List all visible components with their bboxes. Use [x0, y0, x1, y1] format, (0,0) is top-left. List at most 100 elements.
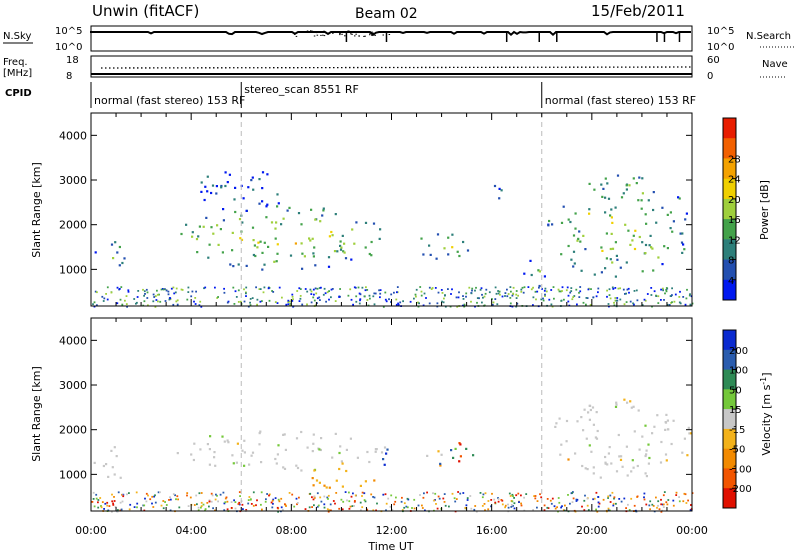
velocity-noise-cell: [666, 503, 669, 506]
power-noise-cell: [323, 287, 326, 290]
velocity-noise-cell: [448, 505, 450, 508]
power-cell: [368, 252, 371, 256]
cpid-segment-label: stereo_scan 8551 RF: [244, 83, 359, 96]
velocity-noise-cell: [424, 509, 426, 512]
power-noise-cell: [396, 286, 399, 288]
power-noise-cell: [167, 290, 170, 293]
power-noise-cell: [515, 297, 518, 299]
power-noise-cell: [243, 288, 245, 291]
velocity-cell: [115, 455, 118, 458]
power-noise-cell: [310, 293, 313, 295]
velocity-noise-cell: [597, 505, 600, 508]
power-noise-cell: [301, 303, 304, 306]
power-noise-cell: [688, 294, 691, 297]
power-noise-cell: [245, 292, 247, 295]
power-cell: [462, 240, 465, 244]
cpid-segment-label: normal (fast stereo) 153 RF: [545, 94, 696, 107]
velocity-colorbar-swatch: [723, 369, 736, 390]
power-noise-cell: [195, 290, 197, 293]
velocity-noise-cell: [497, 497, 499, 499]
power-noise-cell: [455, 296, 458, 299]
power-noise-cell: [385, 300, 388, 303]
nsearch-point: [339, 33, 341, 34]
velocity-noise-cell: [507, 503, 509, 506]
velocity-noise-cell: [147, 494, 149, 497]
power-noise-cell: [512, 286, 515, 289]
velocity-cell: [366, 450, 369, 454]
power-noise-cell: [664, 292, 666, 295]
power-cell: [280, 223, 283, 226]
velocity-noise-cell: [204, 508, 207, 510]
power-noise-cell: [395, 298, 398, 301]
velocity-noise-cell: [598, 502, 601, 505]
power-noise-cell: [326, 291, 329, 294]
velocity-cell: [592, 423, 595, 426]
power-cell: [543, 275, 546, 278]
velocity-cell: [586, 468, 589, 471]
power-noise-cell: [144, 293, 146, 295]
velocity-noise-cell: [520, 502, 522, 505]
velocity-cell: [587, 411, 590, 414]
velocity-cell: [617, 433, 620, 437]
power-noise-cell: [456, 305, 459, 308]
power-cell: [118, 245, 121, 249]
power-noise-cell: [619, 287, 621, 290]
power-cell: [333, 250, 337, 253]
velocity-cell: [667, 428, 670, 431]
velocity-noise-cell: [612, 502, 615, 505]
velocity-noise-cell: [352, 492, 354, 495]
power-cell: [372, 222, 376, 225]
power-cell: [429, 253, 432, 256]
velocity-cell: [328, 486, 331, 489]
power-noise-cell: [560, 290, 562, 293]
velocity-cell: [626, 401, 629, 404]
velocity-noise-cell: [507, 506, 510, 509]
power-cell: [252, 239, 255, 242]
power-cell: [627, 229, 630, 232]
velocity-cell: [374, 450, 377, 453]
velocity-cell: [102, 464, 105, 468]
power-cell: [447, 236, 450, 239]
power-noise-cell: [194, 297, 197, 299]
velocity-noise-cell: [208, 499, 211, 502]
power-noise-cell: [585, 297, 588, 299]
velocity-noise-cell: [200, 492, 203, 494]
cpid-label: CPID: [5, 88, 32, 99]
velocity-noise-cell: [341, 508, 344, 511]
power-cell: [579, 240, 582, 243]
power-cell: [274, 227, 277, 230]
power-cell: [651, 247, 654, 250]
power-cell: [195, 238, 199, 241]
power-noise-cell: [550, 303, 553, 306]
time-tick-label: 12:00: [376, 524, 408, 537]
velocity-cell: [576, 420, 579, 423]
velocity-noise-cell: [625, 507, 627, 509]
velocity-noise-cell: [264, 500, 267, 503]
velocity-noise-cell: [151, 502, 153, 505]
velocity-cell: [653, 425, 656, 428]
velocity-noise-cell: [685, 502, 688, 504]
power-noise-cell: [271, 290, 273, 292]
power-cell: [683, 248, 686, 251]
velocity-cell: [648, 456, 651, 460]
velocity-noise-cell: [108, 505, 111, 507]
velocity-noise-cell: [271, 506, 274, 509]
velocity-noise-cell: [375, 509, 377, 512]
power-cell: [611, 221, 614, 224]
velocity-cell: [666, 419, 669, 422]
velocity-noise-cell: [434, 492, 437, 495]
power-noise-cell: [626, 288, 629, 291]
velocity-colorbar-tick-label: -15: [729, 425, 745, 436]
velocity-noise-cell: [385, 502, 388, 505]
power-cell: [616, 258, 619, 261]
power-noise-cell: [497, 292, 500, 295]
power-noise-cell: [450, 293, 452, 295]
power-cell: [240, 238, 244, 241]
velocity-cell: [595, 437, 599, 440]
velocity-noise-cell: [678, 500, 681, 503]
power-cell: [237, 263, 240, 266]
power-cell: [629, 243, 632, 246]
power-noise-cell: [644, 299, 647, 302]
power-noise-cell: [357, 286, 360, 289]
power-noise-cell: [586, 297, 589, 299]
